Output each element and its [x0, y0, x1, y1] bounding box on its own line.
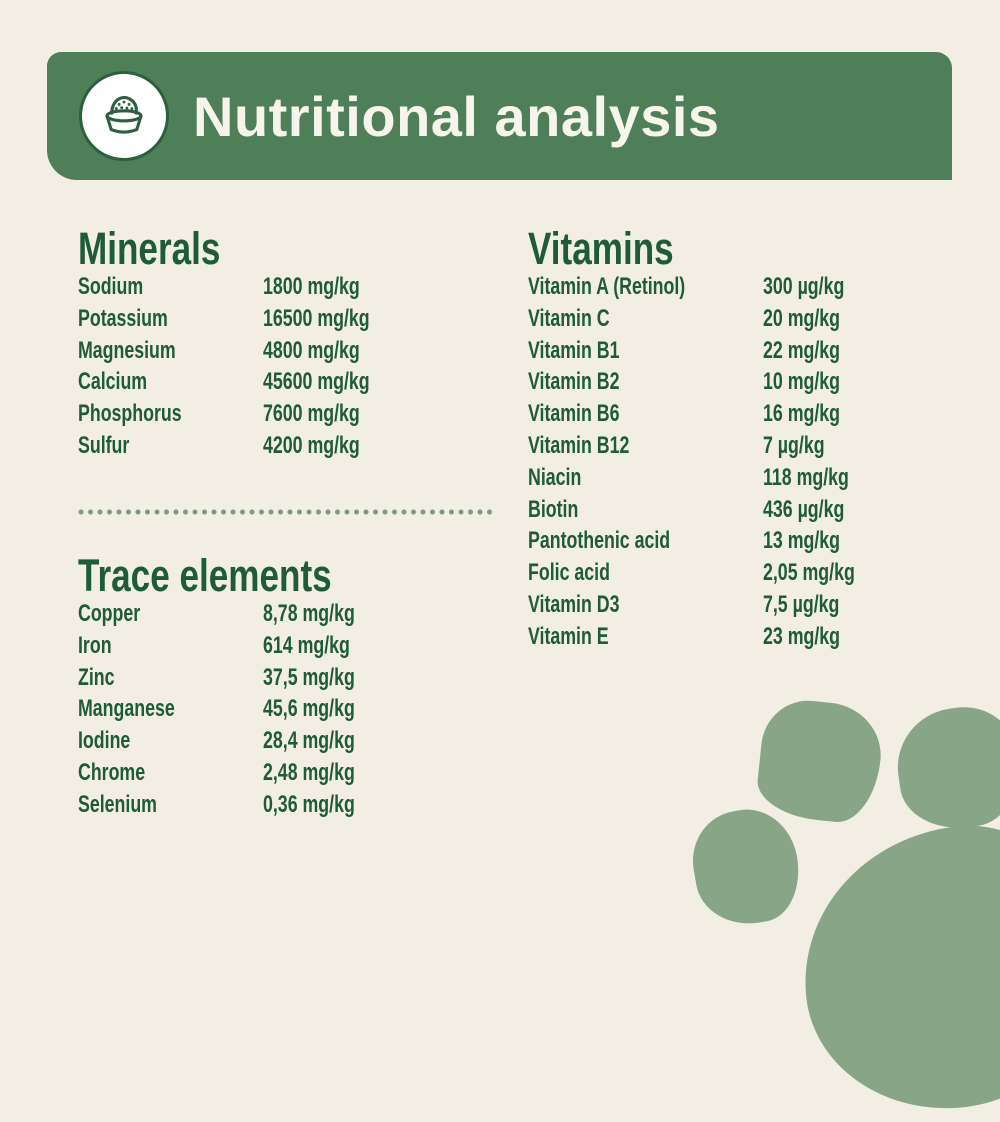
page-title: Nutritional analysis: [193, 84, 720, 148]
nutrient-value: 20 mg/kg: [763, 304, 840, 332]
nutrient-value: 45600 mg/kg: [263, 368, 370, 396]
table-row: Niacin 118 mg/kg: [528, 462, 968, 494]
table-row: Phosphorus 7600 mg/kg: [78, 398, 508, 430]
nutrient-value: 0,36 mg/kg: [263, 790, 355, 818]
nutrient-value: 300 µg/kg: [763, 273, 845, 300]
nutrient-label: Potassium: [78, 304, 168, 332]
table-row: Sulfur 4200 mg/kg: [78, 430, 508, 462]
nutrient-value: 7600 mg/kg: [263, 400, 360, 428]
header-banner: Nutritional analysis: [47, 52, 952, 180]
nutrient-label: Iron: [78, 631, 112, 659]
nutrient-label: Selenium: [78, 790, 157, 818]
nutrient-label: Manganese: [78, 695, 175, 723]
table-row: Vitamin B2 10 mg/kg: [528, 366, 968, 398]
nutrient-label: Vitamin A (Retinol): [528, 273, 686, 300]
table-row: Zinc 37,5 mg/kg: [78, 662, 508, 694]
nutrient-value: 13 mg/kg: [763, 527, 840, 555]
nutrient-label: Vitamin B1: [528, 336, 620, 364]
nutrient-label: Folic acid: [528, 559, 610, 587]
table-row: Pantothenic acid 13 mg/kg: [528, 525, 968, 557]
nutrient-value: 118 mg/kg: [763, 463, 849, 491]
nutritional-analysis-page: { "colors": { "background": "#f2eee3", "…: [47, 52, 1000, 1122]
nutrient-value: 2,48 mg/kg: [263, 758, 355, 786]
nutrient-value: 10 mg/kg: [763, 368, 840, 396]
nutrient-value: 45,6 mg/kg: [263, 695, 355, 723]
nutrient-value: 37,5 mg/kg: [263, 663, 355, 691]
minerals-section-title: Minerals: [78, 223, 221, 274]
table-row: Selenium 0,36 mg/kg: [78, 789, 508, 821]
table-row: Vitamin E 23 mg/kg: [528, 621, 968, 653]
vitamins-table: Vitamin A (Retinol) 300 µg/kg Vitamin C …: [528, 271, 968, 653]
trace-elements-table: Copper 8,78 mg/kg Iron 614 mg/kg Zinc 37…: [78, 598, 508, 821]
paw-toe-pad-icon: [684, 801, 808, 933]
nutrient-value: 16 mg/kg: [763, 400, 840, 428]
nutrient-label: Zinc: [78, 663, 115, 691]
table-row: Vitamin A (Retinol) 300 µg/kg: [528, 271, 968, 303]
nutrient-label: Niacin: [528, 463, 582, 491]
nutrient-label: Sodium: [78, 273, 144, 300]
nutrient-value: 4200 mg/kg: [263, 431, 360, 459]
nutrient-value: 22 mg/kg: [763, 336, 840, 364]
nutrient-value: 7 µg/kg: [763, 431, 825, 459]
nutrient-label: Iodine: [78, 727, 131, 755]
nutrient-value: 8,78 mg/kg: [263, 600, 355, 627]
nutrient-label: Vitamin C: [528, 304, 610, 332]
paw-toe-pad-icon: [890, 700, 1000, 836]
nutrient-value: 28,4 mg/kg: [263, 727, 355, 755]
trace-elements-section-title: Trace elements: [78, 550, 332, 601]
nutrient-label: Copper: [78, 600, 141, 627]
table-row: Copper 8,78 mg/kg: [78, 598, 508, 630]
nutrient-value: 614 mg/kg: [263, 631, 350, 659]
minerals-table: Sodium 1800 mg/kg Potassium 16500 mg/kg …: [78, 271, 508, 462]
paw-main-pad-icon: [790, 813, 1000, 1122]
table-row: Potassium 16500 mg/kg: [78, 303, 508, 335]
nutrient-label: Calcium: [78, 368, 148, 396]
table-row: Vitamin B12 7 µg/kg: [528, 430, 968, 462]
pet-food-bowl-icon: [79, 71, 169, 161]
nutrient-value: 4800 mg/kg: [263, 336, 360, 364]
table-row: Chrome 2,48 mg/kg: [78, 757, 508, 789]
nutrient-label: Vitamin E: [528, 622, 609, 650]
nutrient-label: Vitamin B2: [528, 368, 620, 396]
nutrient-value: 7,5 µg/kg: [763, 590, 840, 618]
table-row: Biotin 436 µg/kg: [528, 494, 968, 526]
table-row: Calcium 45600 mg/kg: [78, 366, 508, 398]
nutrient-label: Chrome: [78, 758, 146, 786]
table-row: Magnesium 4800 mg/kg: [78, 335, 508, 367]
nutrient-value: 2,05 mg/kg: [763, 559, 855, 587]
nutrient-label: Vitamin B6: [528, 400, 620, 428]
table-row: Vitamin B1 22 mg/kg: [528, 335, 968, 367]
paw-toe-pad-icon: [754, 696, 886, 826]
nutrient-value: 23 mg/kg: [763, 622, 840, 650]
nutrient-label: Magnesium: [78, 336, 176, 364]
table-row: Sodium 1800 mg/kg: [78, 271, 508, 303]
nutrient-label: Sulfur: [78, 431, 130, 459]
nutrient-value: 1800 mg/kg: [263, 273, 360, 300]
table-row: Manganese 45,6 mg/kg: [78, 693, 508, 725]
nutrient-value: 436 µg/kg: [763, 495, 845, 523]
nutrient-label: Biotin: [528, 495, 579, 523]
table-row: Vitamin B6 16 mg/kg: [528, 398, 968, 430]
vitamins-section-title: Vitamins: [528, 223, 674, 274]
table-row: Vitamin C 20 mg/kg: [528, 303, 968, 335]
nutrient-label: Pantothenic acid: [528, 527, 671, 555]
dotted-divider: [78, 509, 494, 515]
table-row: Iron 614 mg/kg: [78, 630, 508, 662]
table-row: Folic acid 2,05 mg/kg: [528, 557, 968, 589]
table-row: Iodine 28,4 mg/kg: [78, 725, 508, 757]
nutrient-label: Phosphorus: [78, 400, 182, 428]
nutrient-label: Vitamin D3: [528, 590, 620, 618]
nutrient-label: Vitamin B12: [528, 431, 630, 459]
nutrient-value: 16500 mg/kg: [263, 304, 370, 332]
table-row: Vitamin D3 7,5 µg/kg: [528, 589, 968, 621]
